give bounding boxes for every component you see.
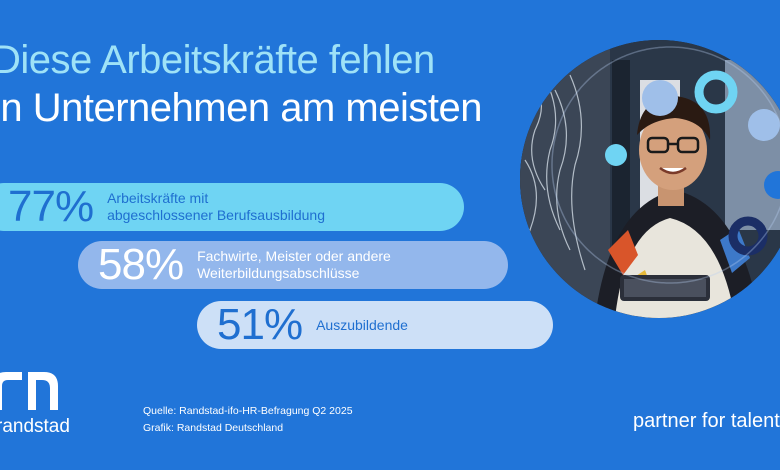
bar-2-value-label: 58%	[98, 240, 184, 289]
brand-name: randstad	[0, 416, 70, 437]
person-photo	[520, 40, 780, 318]
source-grafik: Grafik: Randstad Deutschland	[143, 422, 284, 434]
title-line-2: in Unternehmen am meisten	[0, 86, 482, 130]
bar-1-label-line-1: Arbeitskräfte mit	[107, 190, 209, 206]
bar-2-category-label: Fachwirte, Meister oder andere Weiterbil…	[197, 248, 391, 282]
photo-illustration	[520, 40, 780, 318]
brand-tagline: partner for talent	[633, 410, 780, 432]
source-quelle: Quelle: Randstad-ifo-HR-Befragung Q2 202…	[143, 405, 353, 417]
bar-1-category-label: Arbeitskräfte mit abgeschlossener Berufs…	[107, 190, 325, 224]
bar-1-label-line-2: abgeschlossener Berufsausbildung	[107, 207, 326, 223]
bar-3: 51% Auszubildende	[197, 301, 553, 349]
bar-2-label-line-2: Weiterbildungsabschlüsse	[197, 265, 360, 281]
bar-2: 58% Fachwirte, Meister oder andere Weite…	[78, 241, 508, 289]
bar-1-value-label: 77%	[8, 182, 94, 231]
bar-3-value-label: 51%	[217, 300, 303, 349]
source-note: Quelle: Randstad-ifo-HR-Befragung Q2 202…	[143, 403, 353, 437]
randstad-logo-icon	[0, 372, 58, 410]
bar-2-label-line-1: Fachwirte, Meister oder andere	[197, 248, 391, 264]
bar-1: 77% Arbeitskräfte mit abgeschlossener Be…	[0, 183, 464, 231]
chart-title: Diese Arbeitskräfte fehlen in Unternehme…	[0, 36, 482, 132]
title-line-1: Diese Arbeitskräfte fehlen	[0, 38, 435, 82]
bar-3-category-label: Auszubildende	[316, 316, 408, 333]
